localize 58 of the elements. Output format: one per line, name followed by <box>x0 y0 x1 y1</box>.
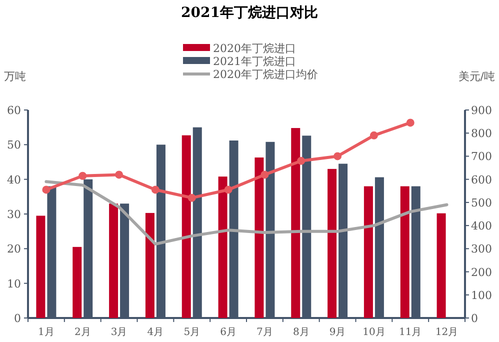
y2-tick-label: 100 <box>471 288 492 302</box>
x-tick-label: 5月 <box>184 327 200 338</box>
x-tick-label: 8月 <box>292 327 310 338</box>
y2-axis-title: 美元/吨 <box>458 70 495 83</box>
y2-tick-label: 0 <box>471 312 478 325</box>
bar <box>72 246 82 318</box>
point <box>224 186 232 194</box>
chart-title: 2021年丁烷进口对比 <box>181 5 318 21</box>
y2-tick-label: 300 <box>471 242 492 256</box>
y-tick-label: 0 <box>14 312 21 325</box>
bar <box>254 157 264 318</box>
y-tick-label: 30 <box>7 208 21 221</box>
y-tick-label: 50 <box>7 138 21 152</box>
bar <box>182 135 191 318</box>
bar <box>291 128 300 318</box>
bar <box>218 176 228 318</box>
point <box>115 170 124 179</box>
x-tick-label: 3月 <box>110 327 128 338</box>
bar <box>109 204 118 318</box>
legend-label: 2021年丁烷进口 <box>213 55 296 68</box>
point <box>334 152 342 160</box>
y-tick-label: 20 <box>7 242 21 256</box>
legend-label: 2020年丁烷进口均价 <box>213 68 318 81</box>
y-tick-label: 10 <box>7 277 21 290</box>
x-tick-label: 7月 <box>256 327 273 338</box>
legend-label: 2020年丁烷进口 <box>213 42 296 55</box>
x-tick-label: 1月 <box>38 327 54 338</box>
bar <box>436 213 446 318</box>
point <box>406 118 414 127</box>
y-axis-title: 万吨 <box>4 70 26 83</box>
y-tick-label: 40 <box>7 173 21 186</box>
y2-tick-label: 700 <box>471 150 492 164</box>
point <box>78 172 87 180</box>
y2-tick-label: 200 <box>471 266 492 279</box>
point <box>297 156 306 165</box>
bar <box>400 186 410 318</box>
x-tick-label: 10月 <box>362 327 386 338</box>
point <box>370 131 378 140</box>
x-tick-label: 4月 <box>147 327 164 338</box>
y2-tick-label: 600 <box>471 173 492 186</box>
point <box>151 186 160 194</box>
y2-tick-label: 900 <box>471 104 492 117</box>
bar <box>36 216 46 318</box>
bar <box>328 168 337 318</box>
x-tick-label: 2月 <box>74 327 91 338</box>
y2-tick-label: 500 <box>471 196 492 210</box>
bar <box>364 186 373 318</box>
y-tick-label: 60 <box>7 104 21 117</box>
y2-tick-label: 400 <box>471 220 492 233</box>
point <box>42 186 50 194</box>
x-tick-label: 6月 <box>220 327 236 338</box>
x-tick-label: 11月 <box>399 327 422 338</box>
x-tick-label: 9月 <box>329 327 346 338</box>
x-tick-label: 12月 <box>435 327 458 338</box>
point <box>260 170 269 179</box>
point <box>188 194 196 202</box>
y2-tick-label: 800 <box>471 127 492 140</box>
bar <box>145 212 154 318</box>
